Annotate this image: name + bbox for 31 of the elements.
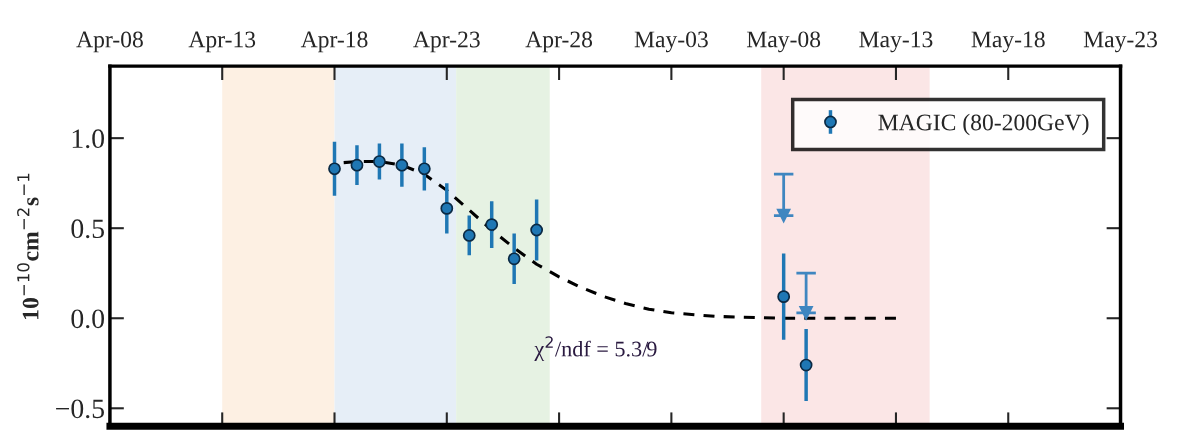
point: [373, 155, 386, 168]
x-tick-label: Apr-23: [413, 31, 480, 53]
x-tick-label: Apr-08: [76, 31, 143, 53]
y-tick-label: 0.0: [71, 309, 105, 329]
point: [799, 305, 814, 320]
x-tick-label: May-23: [1083, 31, 1157, 53]
point: [507, 252, 521, 266]
point: [328, 162, 341, 176]
x-tick-label: Apr-28: [525, 31, 593, 53]
point: [485, 218, 499, 231]
y-tick-label: −0.5: [56, 399, 104, 419]
point: [417, 162, 431, 176]
point: [350, 158, 364, 172]
point: [440, 202, 454, 215]
legend-label: MAGIC (80-200GeV): [878, 113, 1089, 136]
x-tick-label: May-13: [859, 31, 933, 53]
x-tick-label: Apr-18: [300, 31, 368, 53]
y-tick-label: 1.0: [72, 129, 105, 149]
x-tick-label: May-03: [634, 31, 708, 53]
point: [777, 290, 791, 304]
point: [462, 229, 476, 242]
y-tick-label: 0.5: [71, 219, 104, 239]
point: [776, 208, 791, 223]
x-tick-label: May-08: [746, 31, 821, 53]
x-tick-label: Apr-13: [188, 31, 256, 53]
y-axis-title: 10$^{−10}$cm$^{−2}$s$^{−1}$: [17, 173, 39, 319]
annotation: χ$^{2}$/ndf = 5.3/9: [534, 336, 657, 362]
point: [395, 158, 409, 172]
point: [530, 223, 544, 237]
point: [799, 358, 813, 372]
x-tick-label: May-18: [971, 31, 1045, 53]
